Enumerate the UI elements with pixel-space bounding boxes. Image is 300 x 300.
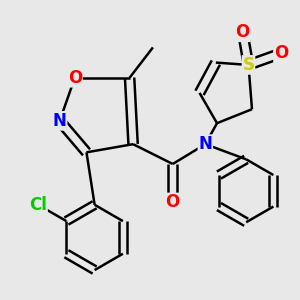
- Text: N: N: [53, 112, 67, 130]
- Text: O: O: [68, 69, 82, 87]
- Text: N: N: [198, 135, 212, 153]
- Text: S: S: [242, 56, 254, 74]
- Text: O: O: [166, 194, 180, 211]
- Text: O: O: [236, 23, 250, 41]
- Text: O: O: [274, 44, 288, 62]
- Text: Cl: Cl: [29, 196, 47, 214]
